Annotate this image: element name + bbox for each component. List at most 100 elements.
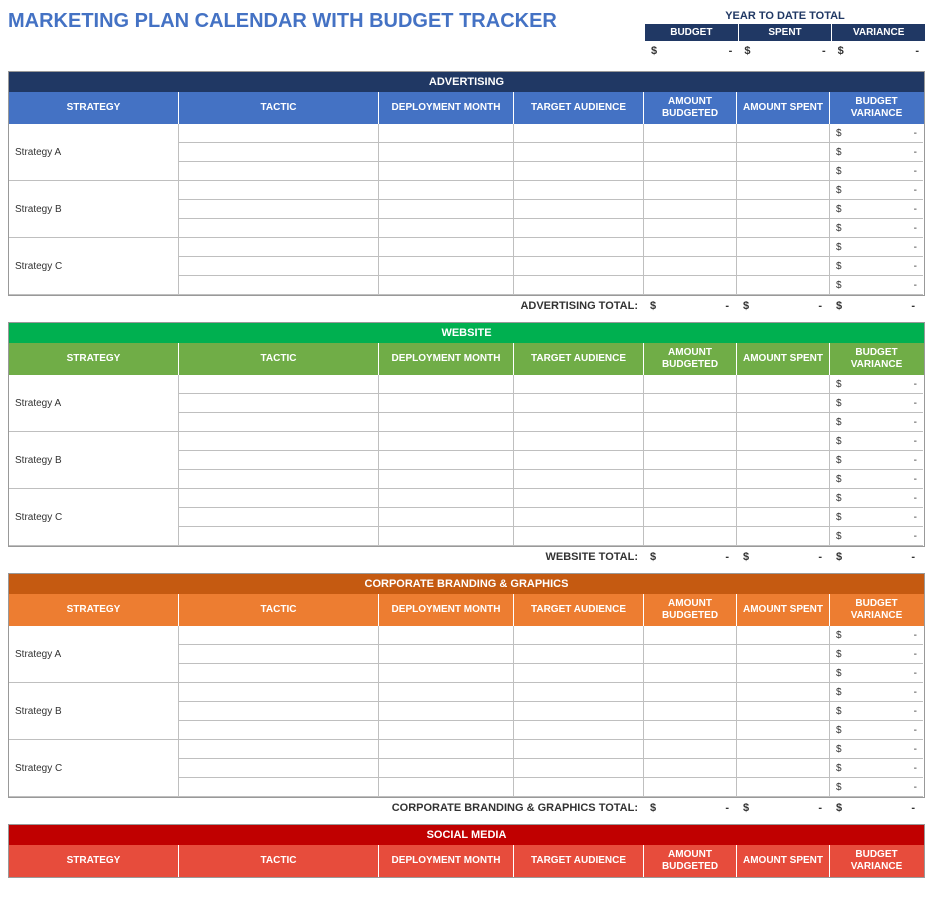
strategy-cell[interactable]: Strategy A	[9, 124, 179, 181]
cell-tactic[interactable]	[179, 200, 379, 219]
cell-tactic[interactable]	[179, 645, 379, 664]
cell-budget-variance[interactable]: $-	[830, 470, 923, 489]
cell-deploy[interactable]	[379, 124, 514, 143]
cell-target[interactable]	[514, 702, 644, 721]
cell-budget-variance[interactable]: $-	[830, 489, 923, 508]
strategy-cell[interactable]: Strategy C	[9, 740, 179, 797]
cell-deploy[interactable]	[379, 238, 514, 257]
cell-target[interactable]	[514, 778, 644, 797]
cell-target[interactable]	[514, 181, 644, 200]
cell-target[interactable]	[514, 489, 644, 508]
cell-tactic[interactable]	[179, 451, 379, 470]
cell-deploy[interactable]	[379, 721, 514, 740]
cell-target[interactable]	[514, 394, 644, 413]
cell-budget-variance[interactable]: $-	[830, 257, 923, 276]
cell-budget-variance[interactable]: $-	[830, 626, 923, 645]
cell-budget-variance[interactable]: $-	[830, 645, 923, 664]
cell-deploy[interactable]	[379, 276, 514, 295]
cell-deploy[interactable]	[379, 664, 514, 683]
cell-target[interactable]	[514, 432, 644, 451]
cell-deploy[interactable]	[379, 683, 514, 702]
cell-deploy[interactable]	[379, 759, 514, 778]
strategy-cell[interactable]: Strategy B	[9, 432, 179, 489]
cell-amount-budgeted[interactable]	[644, 276, 737, 295]
cell-deploy[interactable]	[379, 451, 514, 470]
cell-amount-budgeted[interactable]	[644, 432, 737, 451]
cell-target[interactable]	[514, 645, 644, 664]
cell-target[interactable]	[514, 451, 644, 470]
cell-budget-variance[interactable]: $-	[830, 276, 923, 295]
cell-target[interactable]	[514, 740, 644, 759]
cell-tactic[interactable]	[179, 181, 379, 200]
cell-deploy[interactable]	[379, 489, 514, 508]
cell-deploy[interactable]	[379, 162, 514, 181]
cell-amount-spent[interactable]	[737, 721, 830, 740]
cell-amount-spent[interactable]	[737, 451, 830, 470]
cell-amount-budgeted[interactable]	[644, 683, 737, 702]
cell-target[interactable]	[514, 124, 644, 143]
cell-amount-spent[interactable]	[737, 432, 830, 451]
cell-amount-budgeted[interactable]	[644, 257, 737, 276]
cell-tactic[interactable]	[179, 778, 379, 797]
cell-budget-variance[interactable]: $-	[830, 527, 923, 546]
strategy-cell[interactable]: Strategy C	[9, 238, 179, 295]
cell-target[interactable]	[514, 626, 644, 645]
cell-amount-budgeted[interactable]	[644, 721, 737, 740]
cell-tactic[interactable]	[179, 394, 379, 413]
cell-budget-variance[interactable]: $-	[830, 683, 923, 702]
cell-amount-spent[interactable]	[737, 759, 830, 778]
cell-budget-variance[interactable]: $-	[830, 740, 923, 759]
cell-tactic[interactable]	[179, 626, 379, 645]
cell-amount-budgeted[interactable]	[644, 664, 737, 683]
cell-amount-spent[interactable]	[737, 124, 830, 143]
cell-amount-budgeted[interactable]	[644, 527, 737, 546]
cell-amount-spent[interactable]	[737, 143, 830, 162]
strategy-cell[interactable]: Strategy A	[9, 626, 179, 683]
cell-amount-spent[interactable]	[737, 238, 830, 257]
strategy-cell[interactable]: Strategy C	[9, 489, 179, 546]
cell-tactic[interactable]	[179, 489, 379, 508]
cell-deploy[interactable]	[379, 527, 514, 546]
cell-budget-variance[interactable]: $-	[830, 375, 923, 394]
cell-amount-spent[interactable]	[737, 181, 830, 200]
cell-tactic[interactable]	[179, 759, 379, 778]
cell-amount-budgeted[interactable]	[644, 124, 737, 143]
cell-budget-variance[interactable]: $-	[830, 200, 923, 219]
cell-target[interactable]	[514, 162, 644, 181]
cell-amount-spent[interactable]	[737, 413, 830, 432]
cell-tactic[interactable]	[179, 432, 379, 451]
cell-budget-variance[interactable]: $-	[830, 664, 923, 683]
cell-budget-variance[interactable]: $-	[830, 181, 923, 200]
cell-tactic[interactable]	[179, 257, 379, 276]
cell-target[interactable]	[514, 219, 644, 238]
cell-deploy[interactable]	[379, 413, 514, 432]
cell-target[interactable]	[514, 508, 644, 527]
cell-tactic[interactable]	[179, 683, 379, 702]
cell-amount-spent[interactable]	[737, 702, 830, 721]
cell-deploy[interactable]	[379, 394, 514, 413]
cell-deploy[interactable]	[379, 645, 514, 664]
cell-deploy[interactable]	[379, 702, 514, 721]
cell-tactic[interactable]	[179, 508, 379, 527]
cell-deploy[interactable]	[379, 219, 514, 238]
cell-target[interactable]	[514, 375, 644, 394]
cell-amount-budgeted[interactable]	[644, 626, 737, 645]
cell-tactic[interactable]	[179, 527, 379, 546]
cell-amount-budgeted[interactable]	[644, 238, 737, 257]
cell-target[interactable]	[514, 759, 644, 778]
strategy-cell[interactable]: Strategy B	[9, 683, 179, 740]
cell-tactic[interactable]	[179, 375, 379, 394]
cell-amount-spent[interactable]	[737, 489, 830, 508]
cell-amount-spent[interactable]	[737, 664, 830, 683]
cell-amount-spent[interactable]	[737, 219, 830, 238]
cell-tactic[interactable]	[179, 413, 379, 432]
cell-target[interactable]	[514, 470, 644, 489]
cell-amount-budgeted[interactable]	[644, 162, 737, 181]
cell-tactic[interactable]	[179, 664, 379, 683]
cell-deploy[interactable]	[379, 200, 514, 219]
cell-target[interactable]	[514, 527, 644, 546]
cell-amount-spent[interactable]	[737, 508, 830, 527]
cell-deploy[interactable]	[379, 470, 514, 489]
strategy-cell[interactable]: Strategy A	[9, 375, 179, 432]
cell-budget-variance[interactable]: $-	[830, 508, 923, 527]
